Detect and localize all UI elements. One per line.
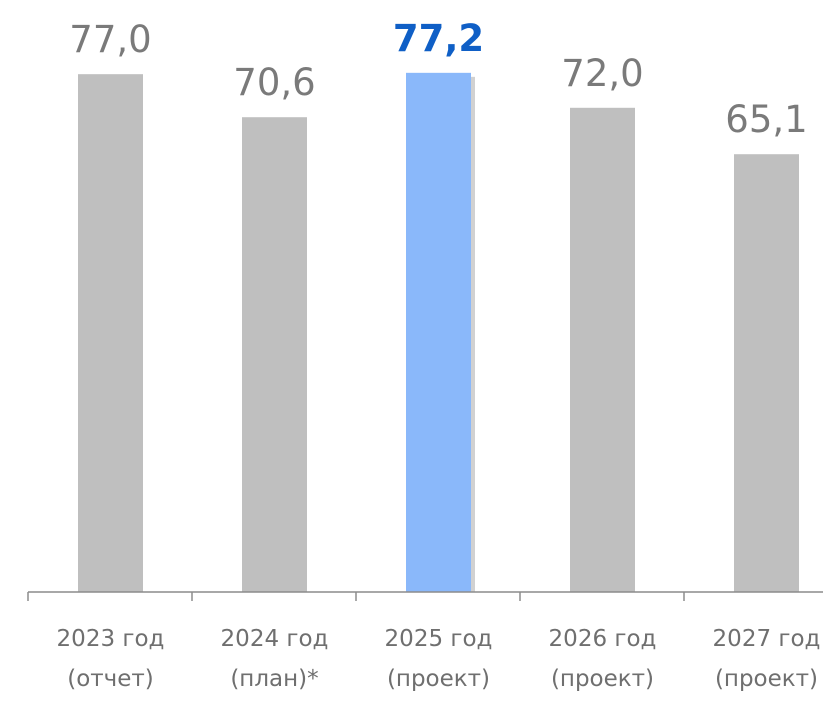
value-label-2: 77,2 [393,17,484,60]
category-label-0-line-1: (отчет) [67,666,154,692]
bars-group [78,72,799,593]
bar-3 [570,107,635,593]
bar-1 [242,117,307,592]
category-label-1-line-0: 2024 год [221,626,329,652]
category-label-2-line-0: 2025 год [385,626,493,652]
bar-2 [406,72,471,592]
category-label-2-line-1: (проект) [387,666,490,692]
category-label-1-line-1: (план)* [230,666,318,692]
category-label-3-line-1: (проект) [551,666,654,692]
category-label-4-line-1: (проект) [715,666,818,692]
category-label-4-line-0: 2027 год [713,626,821,652]
value-label-4: 65,1 [725,98,807,141]
value-label-3: 72,0 [561,52,643,95]
x-axis [27,591,823,601]
value-labels-group: 77,0 70,6 77,2 72,0 65,1 [69,17,807,141]
category-labels-group: 2023 год (отчет) 2024 год (план)* 2025 год (п… [57,626,821,692]
category-label-0-line-0: 2023 год [57,626,165,652]
value-label-0: 77,0 [69,18,151,61]
bar-4 [734,154,799,592]
bar-0 [78,74,143,593]
value-label-1: 70,6 [233,61,315,104]
category-label-3-line-0: 2026 год [549,626,657,652]
